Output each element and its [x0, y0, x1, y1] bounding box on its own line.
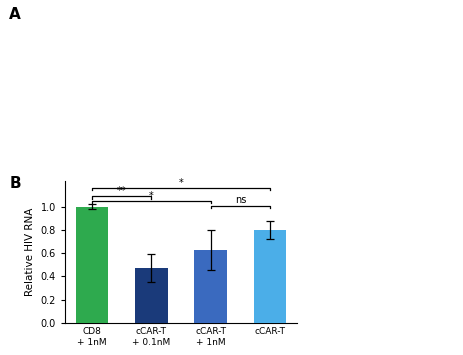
Text: **: ** — [117, 186, 126, 196]
Bar — [75, 207, 108, 323]
Text: A: A — [9, 7, 21, 22]
Text: ns: ns — [234, 195, 245, 205]
Text: *: * — [178, 178, 183, 188]
Bar — [135, 268, 167, 323]
Bar — [194, 250, 226, 323]
Y-axis label: Relative HIV RNA: Relative HIV RNA — [25, 208, 35, 296]
Bar — [253, 230, 286, 323]
Text: B: B — [9, 176, 21, 191]
Text: *: * — [149, 191, 153, 201]
